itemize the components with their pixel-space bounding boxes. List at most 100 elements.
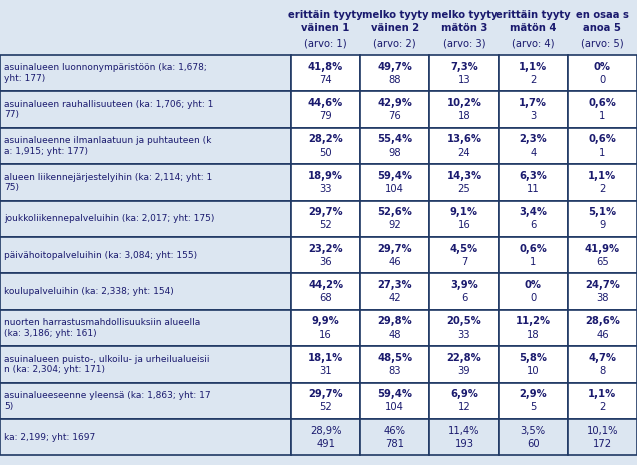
Text: 16: 16	[319, 330, 332, 339]
Text: 36: 36	[319, 257, 332, 267]
Text: mätön 4: mätön 4	[510, 23, 557, 33]
Bar	[568, 419, 637, 455]
Text: 2,9%: 2,9%	[519, 389, 547, 399]
Text: (arvo: 2): (arvo: 2)	[373, 38, 416, 48]
Text: 0,6%: 0,6%	[589, 98, 617, 108]
Text: 29,7%: 29,7%	[308, 389, 343, 399]
Bar	[429, 164, 499, 200]
Text: 41,9%: 41,9%	[585, 244, 620, 253]
Text: 68: 68	[319, 293, 332, 303]
Text: 33: 33	[458, 330, 470, 339]
Bar	[291, 200, 360, 237]
Bar	[429, 55, 499, 92]
Text: 6: 6	[530, 220, 536, 230]
Text: 0: 0	[530, 293, 536, 303]
Text: 22,8%: 22,8%	[447, 353, 482, 363]
Bar	[499, 419, 568, 455]
Text: en osaa s: en osaa s	[576, 10, 629, 20]
Bar	[429, 273, 499, 310]
Text: 6,3%: 6,3%	[519, 171, 547, 181]
Text: 74: 74	[319, 75, 332, 85]
Text: 5: 5	[530, 402, 536, 412]
Text: 104: 104	[385, 184, 404, 194]
Text: 18,9%: 18,9%	[308, 171, 343, 181]
Text: 25: 25	[457, 184, 470, 194]
Bar	[360, 55, 429, 92]
Text: 31: 31	[319, 366, 332, 376]
Text: 98: 98	[389, 147, 401, 158]
Text: 12: 12	[457, 402, 470, 412]
Text: 46: 46	[389, 257, 401, 267]
Text: 7: 7	[461, 257, 467, 267]
Text: 104: 104	[385, 402, 404, 412]
Text: 0: 0	[599, 75, 606, 85]
Text: väinen 1: väinen 1	[301, 23, 350, 33]
Text: 7,3%: 7,3%	[450, 62, 478, 72]
Text: 18: 18	[458, 111, 470, 121]
Bar	[499, 164, 568, 200]
Bar	[429, 200, 499, 237]
Text: 1,1%: 1,1%	[519, 62, 547, 72]
Text: 65: 65	[596, 257, 609, 267]
Bar	[429, 237, 499, 273]
Bar	[0, 200, 291, 237]
Text: 6,9%: 6,9%	[450, 389, 478, 399]
Text: 11,2%: 11,2%	[515, 317, 551, 326]
Text: 2: 2	[599, 184, 606, 194]
Text: 20,5%: 20,5%	[447, 317, 482, 326]
Text: 0,6%: 0,6%	[519, 244, 547, 253]
Bar	[360, 164, 429, 200]
Text: 9,1%: 9,1%	[450, 207, 478, 217]
Text: 2: 2	[599, 402, 606, 412]
Text: 44,2%: 44,2%	[308, 280, 343, 290]
Bar	[568, 164, 637, 200]
Text: 1,1%: 1,1%	[589, 171, 617, 181]
Bar	[499, 346, 568, 383]
Bar	[360, 128, 429, 164]
Bar	[0, 128, 291, 164]
Text: melko tyyty: melko tyyty	[431, 10, 497, 20]
Text: 14,3%: 14,3%	[447, 171, 482, 181]
Bar	[499, 310, 568, 346]
Bar	[499, 383, 568, 419]
Text: 4: 4	[530, 147, 536, 158]
Text: 10: 10	[527, 366, 540, 376]
Text: 9,9%: 9,9%	[311, 317, 340, 326]
Text: asuinalueen rauhallisuuteen (ka: 1,706; yht: 1
77): asuinalueen rauhallisuuteen (ka: 1,706; …	[4, 100, 213, 120]
Bar	[291, 128, 360, 164]
Bar	[360, 237, 429, 273]
Text: 2: 2	[530, 75, 536, 85]
Text: alueen liikennejärjestelyihin (ka: 2,114; yht: 1
75): alueen liikennejärjestelyihin (ka: 2,114…	[4, 173, 212, 192]
Text: 44,6%: 44,6%	[308, 98, 343, 108]
Bar	[360, 92, 429, 128]
Bar	[568, 310, 637, 346]
Text: 0%: 0%	[525, 280, 541, 290]
Text: 1: 1	[530, 257, 536, 267]
Text: 10,2%: 10,2%	[447, 98, 482, 108]
Text: 1,7%: 1,7%	[519, 98, 547, 108]
Bar	[0, 310, 291, 346]
Text: 59,4%: 59,4%	[377, 389, 412, 399]
Bar	[568, 346, 637, 383]
Text: 3: 3	[530, 111, 536, 121]
Text: 79: 79	[319, 111, 332, 121]
Text: nuorten harrastusmahdollisuuksiin alueella
(ka: 3,186; yht: 161): nuorten harrastusmahdollisuuksiin alueel…	[4, 319, 200, 338]
Text: anoa 5: anoa 5	[583, 23, 621, 33]
Text: asuinalueenne ilmanlaatuun ja puhtauteen (k
a: 1,915; yht: 177): asuinalueenne ilmanlaatuun ja puhtauteen…	[4, 136, 211, 156]
Text: 0,6%: 0,6%	[589, 134, 617, 145]
Text: 39: 39	[458, 366, 470, 376]
Text: 52: 52	[319, 220, 332, 230]
Text: 3,9%: 3,9%	[450, 280, 478, 290]
Bar	[291, 237, 360, 273]
Text: erittäin tyyty: erittäin tyyty	[289, 10, 363, 20]
Text: koulupalveluihin (ka: 2,338; yht: 154): koulupalveluihin (ka: 2,338; yht: 154)	[4, 287, 174, 296]
Bar	[568, 92, 637, 128]
Bar	[499, 200, 568, 237]
Bar	[568, 273, 637, 310]
Text: 13: 13	[458, 75, 470, 85]
Text: 491: 491	[316, 439, 335, 449]
Text: 55,4%: 55,4%	[377, 134, 412, 145]
Bar	[291, 273, 360, 310]
Bar	[429, 92, 499, 128]
Text: 88: 88	[389, 75, 401, 85]
